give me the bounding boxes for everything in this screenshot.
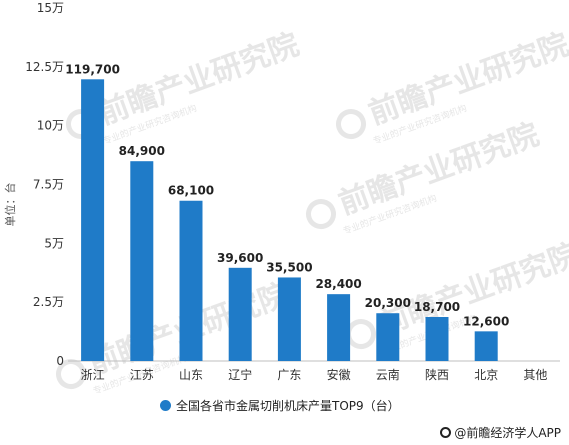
bar [376, 313, 400, 361]
y-axis-title: 单位：台 [3, 183, 17, 227]
data-label: 35,500 [266, 260, 312, 274]
bar [327, 294, 351, 361]
data-label: 28,400 [315, 277, 361, 291]
y-tick-label: 10万 [37, 119, 64, 133]
source-credit: @前瞻经济学人APP [440, 424, 561, 441]
bar [81, 79, 105, 361]
data-label: 18,700 [414, 300, 460, 314]
data-label: 119,700 [65, 62, 120, 76]
data-label: 12,600 [463, 314, 509, 328]
x-tick-label: 陕西 [425, 367, 449, 382]
x-tick-label: 广东 [277, 368, 301, 382]
y-tick-label: 5万 [44, 236, 64, 250]
x-tick-label: 云南 [376, 367, 400, 382]
data-label: 68,100 [168, 184, 214, 198]
legend-label: 全国各省市金属切削机床产量TOP9（台） [176, 399, 400, 413]
legend: 全国各省市金属切削机床产量TOP9（台） [160, 397, 400, 414]
x-tick-label: 其他 [523, 368, 547, 382]
y-tick-label: 7.5万 [33, 178, 64, 192]
x-tick-label: 江苏 [130, 368, 154, 382]
bar [474, 331, 498, 361]
bar [130, 161, 154, 361]
bar [179, 200, 203, 361]
data-label: 20,300 [365, 296, 411, 310]
y-tick-label: 2.5万 [33, 295, 64, 309]
weibo-icon [440, 427, 452, 438]
data-label: 84,900 [119, 144, 165, 158]
x-tick-label: 山东 [179, 368, 203, 382]
x-tick-label: 北京 [474, 368, 498, 382]
y-tick-label: 0 [56, 354, 64, 368]
bar [425, 316, 449, 361]
x-tick-label: 安徽 [327, 367, 351, 382]
bar [277, 277, 301, 361]
y-tick-label: 15万 [37, 1, 64, 15]
data-label: 39,600 [217, 251, 263, 265]
legend-marker [160, 400, 171, 411]
x-tick-label: 辽宁 [228, 367, 252, 382]
y-tick-label: 12.5万 [25, 60, 64, 74]
bar [228, 267, 252, 361]
source-text: @前瞻经济学人APP [454, 426, 561, 440]
x-tick-label: 浙江 [81, 368, 105, 382]
